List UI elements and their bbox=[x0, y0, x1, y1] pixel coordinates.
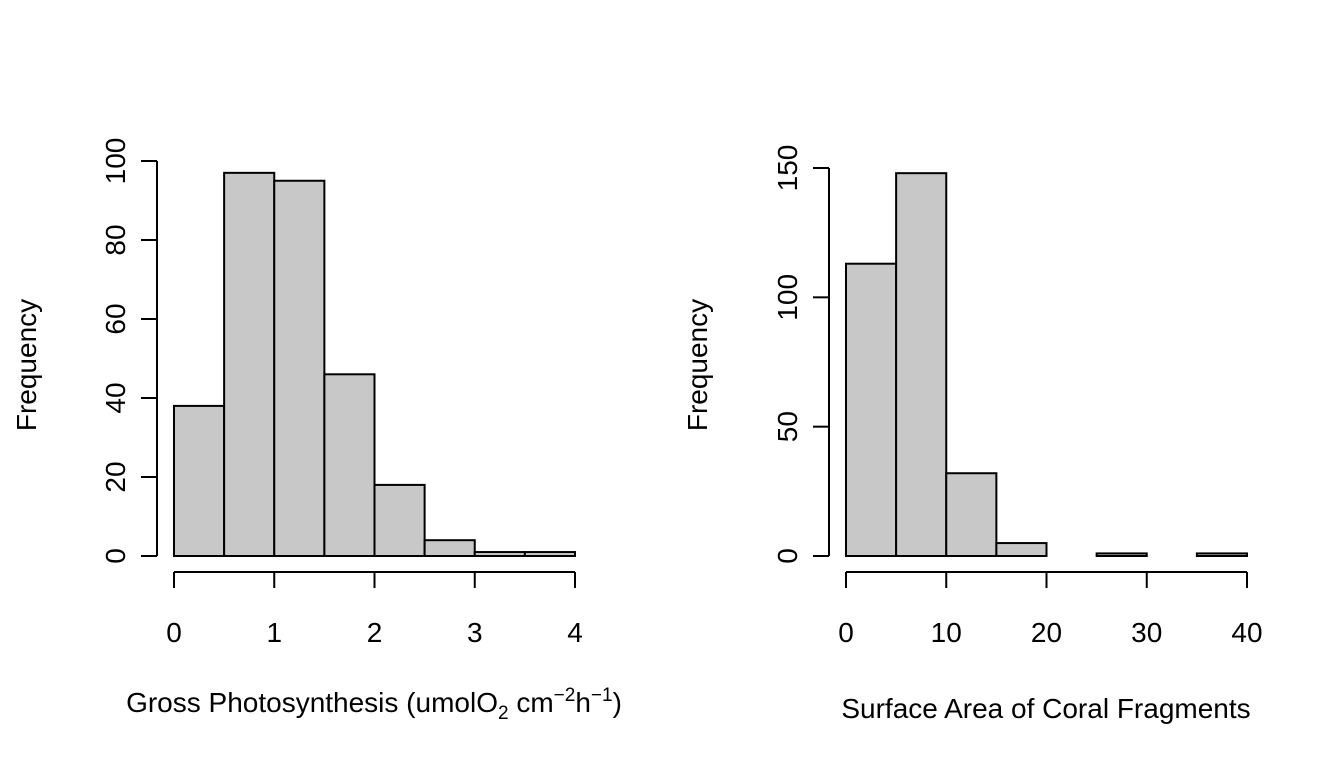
histogram-gross-photosynthesis: 0 20 40 60 80 100 0 1 2 3 4 Frequency Gross Photosyn… bbox=[11, 138, 622, 724]
y-tick-label: 150 bbox=[772, 145, 803, 192]
histogram-bar bbox=[324, 374, 374, 556]
x-axis-label: Gross Photosynthesis (umolO2 cm−2h−1) bbox=[126, 685, 622, 724]
histogram-bar bbox=[1097, 553, 1147, 556]
x-tick-label: 10 bbox=[931, 617, 962, 648]
histogram-bar bbox=[996, 543, 1046, 556]
histogram-bar bbox=[375, 485, 425, 556]
y-tick-label: 40 bbox=[100, 382, 131, 413]
histogram-bar bbox=[896, 173, 946, 556]
histogram-bar bbox=[525, 552, 575, 556]
x-tick-label: 40 bbox=[1231, 617, 1262, 648]
y-tick-label: 100 bbox=[772, 274, 803, 321]
x-tick-label: 2 bbox=[367, 617, 383, 648]
histogram-bar bbox=[174, 406, 224, 556]
histogram-surface-area: 0 50 100 150 0 10 20 30 40 Frequency Surface Area … bbox=[682, 145, 1263, 724]
x-tick-label: 0 bbox=[838, 617, 854, 648]
histogram-bar bbox=[846, 264, 896, 556]
x-tick-label: 20 bbox=[1031, 617, 1062, 648]
histogram-bar bbox=[946, 473, 996, 556]
y-tick-label: 60 bbox=[100, 303, 131, 334]
y-tick-label: 80 bbox=[100, 224, 131, 255]
x-axis-label: Surface Area of Coral Fragments bbox=[841, 693, 1250, 724]
histogram-bar bbox=[425, 540, 475, 556]
x-tick-label: 1 bbox=[266, 617, 282, 648]
y-axis-label: Frequency bbox=[11, 299, 42, 431]
y-tick-label: 0 bbox=[772, 548, 803, 564]
x-tick-label: 4 bbox=[567, 617, 583, 648]
x-tick-label: 3 bbox=[467, 617, 483, 648]
histogram-bar bbox=[475, 552, 525, 556]
x-tick-label: 0 bbox=[166, 617, 182, 648]
y-tick-label: 100 bbox=[100, 138, 131, 185]
y-tick-label: 20 bbox=[100, 461, 131, 492]
y-tick-label: 50 bbox=[772, 411, 803, 442]
histogram-bar bbox=[1197, 553, 1247, 556]
y-tick-label: 0 bbox=[100, 548, 131, 564]
y-axis-label: Frequency bbox=[682, 299, 713, 431]
x-tick-label: 30 bbox=[1131, 617, 1162, 648]
histogram-bar bbox=[274, 181, 324, 556]
histogram-bar bbox=[224, 173, 274, 556]
